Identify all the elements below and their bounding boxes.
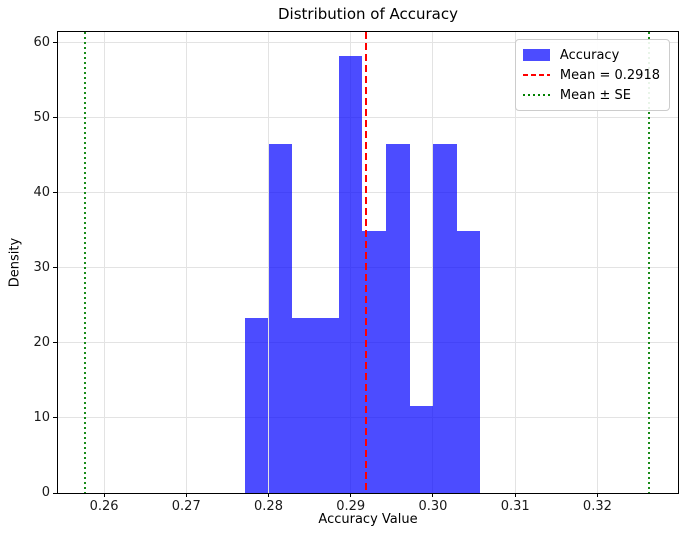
x-tick-label: 0.30 (418, 499, 448, 514)
histogram-bar (432, 143, 457, 493)
accuracy-patch-swatch (522, 49, 550, 61)
x-tick-mark (350, 493, 352, 497)
x-tick-mark (514, 493, 516, 497)
mean-dashed-line-swatch (522, 74, 550, 76)
mean-line (364, 32, 367, 493)
legend-label-accuracy: Accuracy (559, 47, 620, 63)
x-tick-mark (596, 493, 598, 497)
histogram-bar (245, 318, 269, 493)
x-gridline (103, 32, 105, 493)
x-tick-mark (103, 493, 105, 497)
legend: Accuracy Mean = 0.2918 Mean ± SE (514, 39, 670, 111)
y-tick-label: 20 (33, 334, 50, 350)
y-tick-label: 50 (33, 109, 50, 125)
x-tick-mark (185, 493, 187, 497)
y-tick-mark (53, 117, 57, 119)
se-line (648, 32, 651, 493)
chart-title: Distribution of Accuracy (278, 5, 458, 23)
y-tick-mark (53, 192, 57, 194)
histogram-bar (292, 318, 316, 493)
x-tick-mark (268, 493, 269, 497)
y-tick-label: 10 (33, 409, 50, 425)
histogram-bar (386, 143, 410, 493)
legend-label-se: Mean ± SE (559, 87, 631, 103)
legend-entry-se: Mean ± SE (522, 85, 660, 105)
x-tick-label: 0.31 (500, 499, 530, 514)
x-gridline (185, 32, 187, 493)
x-tick-mark (432, 493, 434, 497)
x-gridline (514, 32, 516, 493)
histogram-bar (339, 56, 363, 493)
y-gridline (58, 117, 678, 119)
x-axis-label: Accuracy Value (318, 512, 418, 527)
y-tick-label: 40 (33, 184, 50, 200)
histogram-bar (315, 318, 340, 493)
y-gridline (58, 192, 678, 194)
x-tick-label: 0.27 (171, 499, 201, 514)
x-tick-label: 0.26 (89, 499, 119, 514)
se-line (84, 32, 87, 493)
y-tick-mark (53, 42, 57, 43)
y-gridline (58, 42, 678, 43)
x-tick-label: 0.32 (582, 499, 612, 514)
histogram-bar (409, 405, 433, 493)
legend-entry-mean: Mean = 0.2918 (522, 65, 660, 85)
se-dotted-line-swatch (522, 94, 550, 96)
x-tick-label: 0.28 (254, 499, 283, 514)
y-tick-mark (53, 417, 57, 419)
legend-label-mean: Mean = 0.2918 (559, 67, 660, 83)
y-tick-mark (53, 492, 57, 494)
y-tick-mark (53, 267, 57, 269)
histogram-bar (456, 230, 480, 493)
x-gridline (596, 32, 598, 493)
y-tick-mark (53, 342, 57, 344)
y-tick-label: 30 (33, 259, 50, 275)
histogram-bar (268, 143, 293, 493)
histogram-bar (362, 230, 387, 493)
legend-entry-accuracy: Accuracy (522, 45, 660, 65)
plot-area: Accuracy Mean = 0.2918 Mean ± SE 0.26 0.2… (33, 31, 679, 514)
y-tick-label: 60 (33, 34, 50, 50)
y-tick-label: 0 (41, 485, 50, 500)
x-tick-label: 0.29 (336, 499, 366, 514)
